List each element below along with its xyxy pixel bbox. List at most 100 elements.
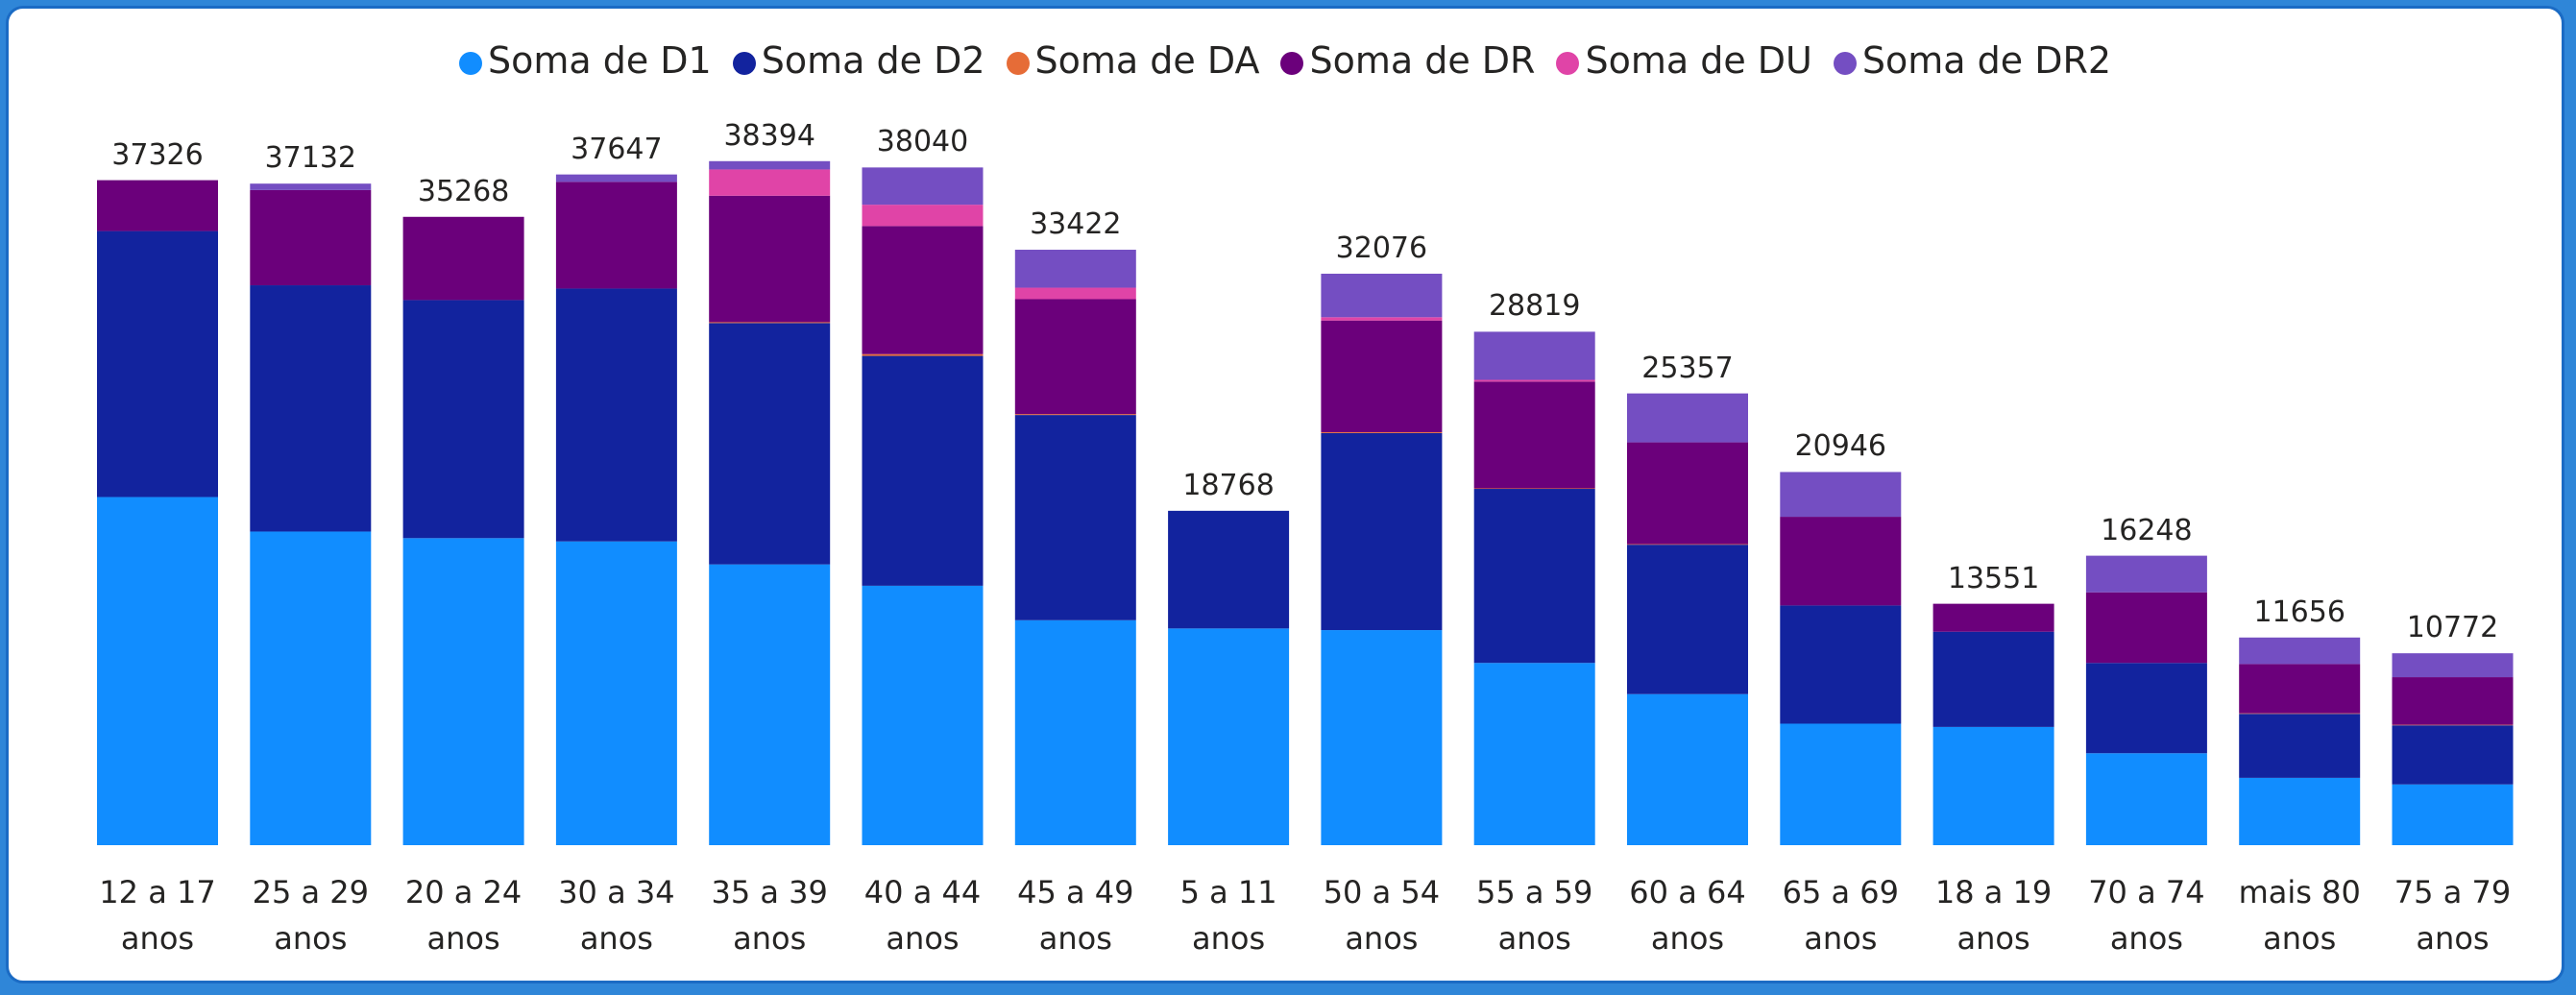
legend-label: Soma de DR [1309,39,1536,82]
x-tick-label: 75 a 79 anos [2394,874,2512,957]
bar-segment [2085,592,2207,664]
bar-segment [1014,250,1136,288]
bar-segment [1473,379,1595,382]
bar-segment [1473,489,1595,664]
chart [97,160,2514,845]
legend-item: Soma de D2 [732,39,985,82]
total-label: 13551 [1947,561,2040,595]
x-tick-label: 55 a 59 anos [1475,874,1593,957]
bar-segment [2085,555,2207,593]
total-label: 18768 [1182,468,1275,502]
bar-segment [555,174,677,182]
total-label: 33422 [1030,207,1122,242]
bar-segment [709,323,831,565]
bar-segment [709,160,831,170]
bar-segment [1627,693,1748,845]
bar-segment [402,538,524,845]
bar-segment [250,183,372,190]
x-tick-label: 50 a 54 anos [1323,874,1441,957]
total-label: 16248 [2101,513,2193,547]
x-tick-label: 18 a 19 anos [1934,874,2053,957]
legend-item: Soma de DR2 [1833,39,2112,82]
bar-segment [709,169,831,196]
bar-segment [1473,331,1595,380]
bar-segment [709,564,831,845]
total-label: 38394 [723,118,815,153]
bar-segment [1627,545,1748,694]
legend-label: Soma de DR2 [1861,39,2112,82]
bar-segment [2085,663,2207,754]
bar-segment [1014,299,1136,415]
bar-segment [2239,664,2361,714]
legend-swatch [458,51,482,75]
total-label: 37326 [111,137,204,172]
bar-segment [1321,630,1443,845]
legend-item: Soma de D1 [458,39,712,82]
bar-segment [1321,432,1443,631]
bar-segment [862,353,984,356]
bar-segment [1627,442,1748,545]
bar-segment [2239,777,2361,845]
bar-segment [1780,605,1902,724]
x-tick-label: mais 80 anos [2238,874,2361,957]
x-tick-label: 45 a 49 anos [1017,874,1134,957]
bar-segment [1473,488,1595,490]
bar-segment [862,585,984,845]
bar-segment [1932,603,2054,632]
bar-segment [2085,753,2207,845]
x-tick-label: 20 a 24 anos [404,874,522,957]
bar-segment [1473,663,1595,845]
bar-segment [862,226,984,354]
bar-segment [1321,273,1443,318]
bar-segment [1321,431,1443,433]
legend-swatch [1280,51,1304,75]
total-label: 28819 [1488,289,1581,324]
bar-segment [2392,677,2514,725]
total-label: 32076 [1335,231,1428,265]
x-tick-label: 60 a 64 anos [1629,874,1746,957]
legend-label: Soma de D1 [487,39,712,82]
bar-segment [250,531,372,845]
bar-segment [1321,320,1443,432]
bar-segment [555,182,677,289]
legend-swatch [1556,51,1580,75]
bar-segment [2239,637,2361,665]
bar-segment [1932,726,2054,845]
bar-segment [2392,725,2514,785]
legend: Soma de D1 Soma de D2 Soma de DA Soma de DR… [9,39,2562,82]
legend-item: Soma de DR [1280,39,1535,82]
bar-segment [555,541,677,845]
legend-item: Soma de DU [1556,39,1812,82]
bar-segment [555,288,677,542]
x-tick-label: 5 a 11 anos [1179,874,1277,957]
bar-segment [1780,723,1902,845]
x-tick-label: 12 a 17 anos [99,874,216,957]
x-tick-label: 35 a 39 anos [711,874,828,957]
total-label: 38040 [876,125,969,159]
bar-segment [250,189,372,286]
bar-segment [1168,628,1290,845]
bar-segment [1473,381,1595,489]
legend-label: Soma de D2 [761,39,985,82]
bar-segment [709,195,831,323]
legend-swatch [1006,51,1030,75]
bar-segment [97,497,218,845]
legend-swatch [1833,51,1857,75]
bar-segment [1014,414,1136,416]
bar-segment [1627,393,1748,443]
x-tick-label: 25 a 29 anos [252,874,369,957]
total-label: 25357 [1641,351,1734,385]
total-label: 37132 [264,141,357,176]
bar-segment [1932,631,2054,727]
bar-segment [1780,472,1902,518]
bar-segment [402,300,524,539]
total-label: 10772 [2406,611,2499,645]
bar-segment [862,205,984,227]
bar-segment [2392,653,2514,678]
bar-segment [709,322,831,324]
bar-segment [1780,517,1902,606]
x-tick-label: 70 a 74 anos [2088,874,2205,957]
legend-label: Soma de DA [1034,39,1260,82]
bar-segment [1627,544,1748,546]
bar-segment [1014,415,1136,620]
